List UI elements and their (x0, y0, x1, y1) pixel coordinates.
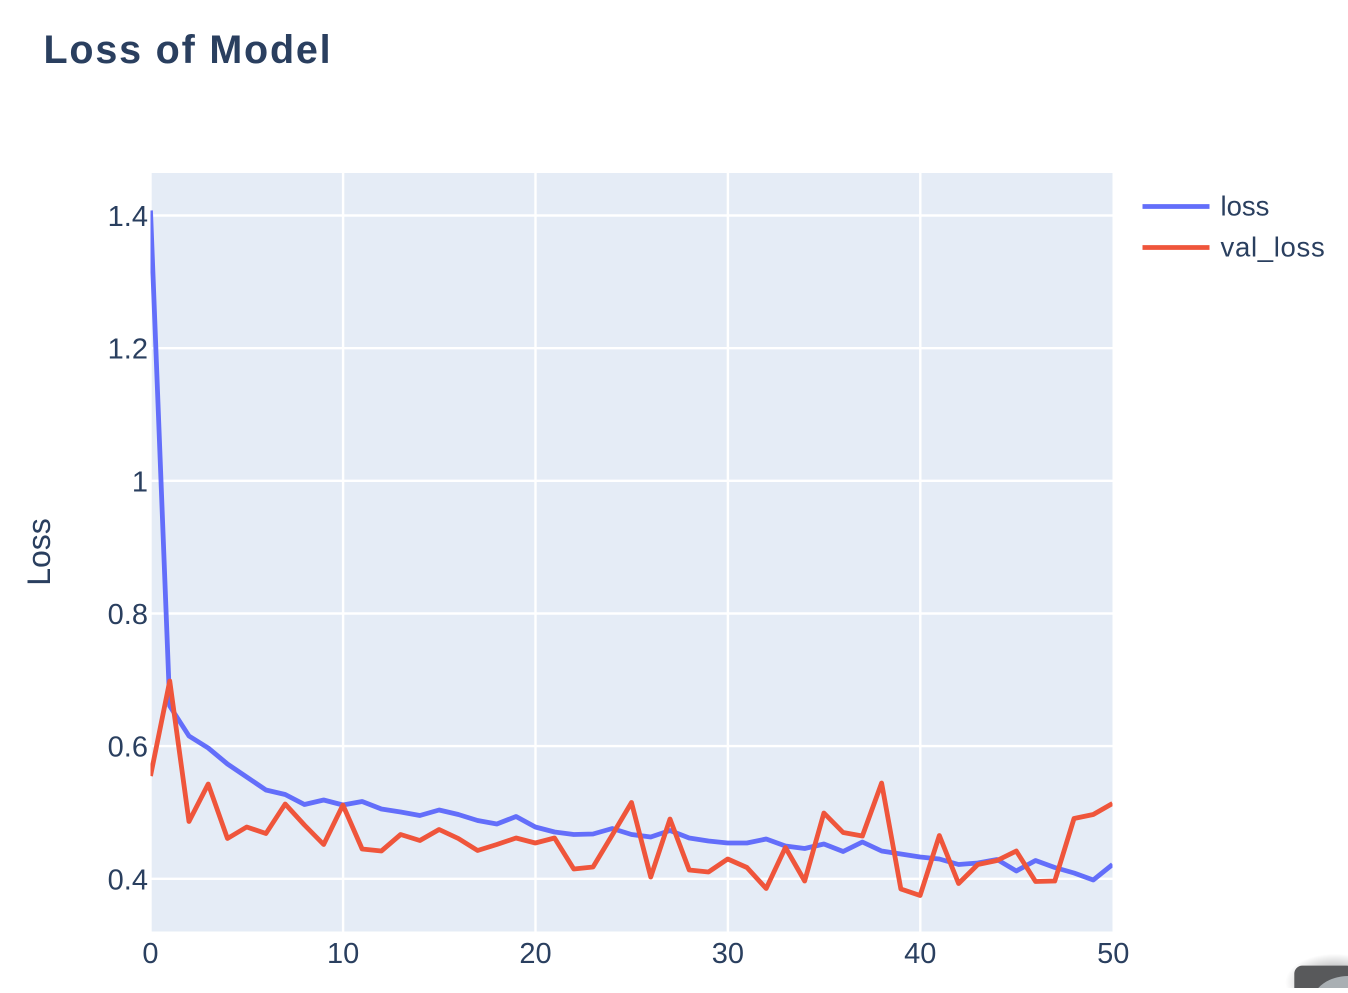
svg-text:1.2: 1.2 (108, 334, 148, 366)
svg-text:Loss of Model: Loss of Model (44, 28, 333, 72)
svg-text:0.6: 0.6 (108, 732, 148, 764)
svg-text:20: 20 (519, 938, 551, 970)
svg-text:30: 30 (712, 938, 744, 970)
svg-text:1: 1 (132, 466, 148, 498)
svg-text:0: 0 (142, 938, 158, 970)
svg-text:loss: loss (1221, 191, 1270, 222)
svg-text:Loss: Loss (21, 518, 57, 586)
svg-text:40: 40 (904, 938, 936, 970)
svg-text:val_loss: val_loss (1221, 232, 1326, 263)
svg-text:50: 50 (1097, 938, 1129, 970)
svg-text:10: 10 (327, 938, 359, 970)
svg-text:1.4: 1.4 (108, 201, 148, 233)
svg-text:0.8: 0.8 (108, 599, 148, 631)
svg-text:0.4: 0.4 (108, 864, 148, 896)
